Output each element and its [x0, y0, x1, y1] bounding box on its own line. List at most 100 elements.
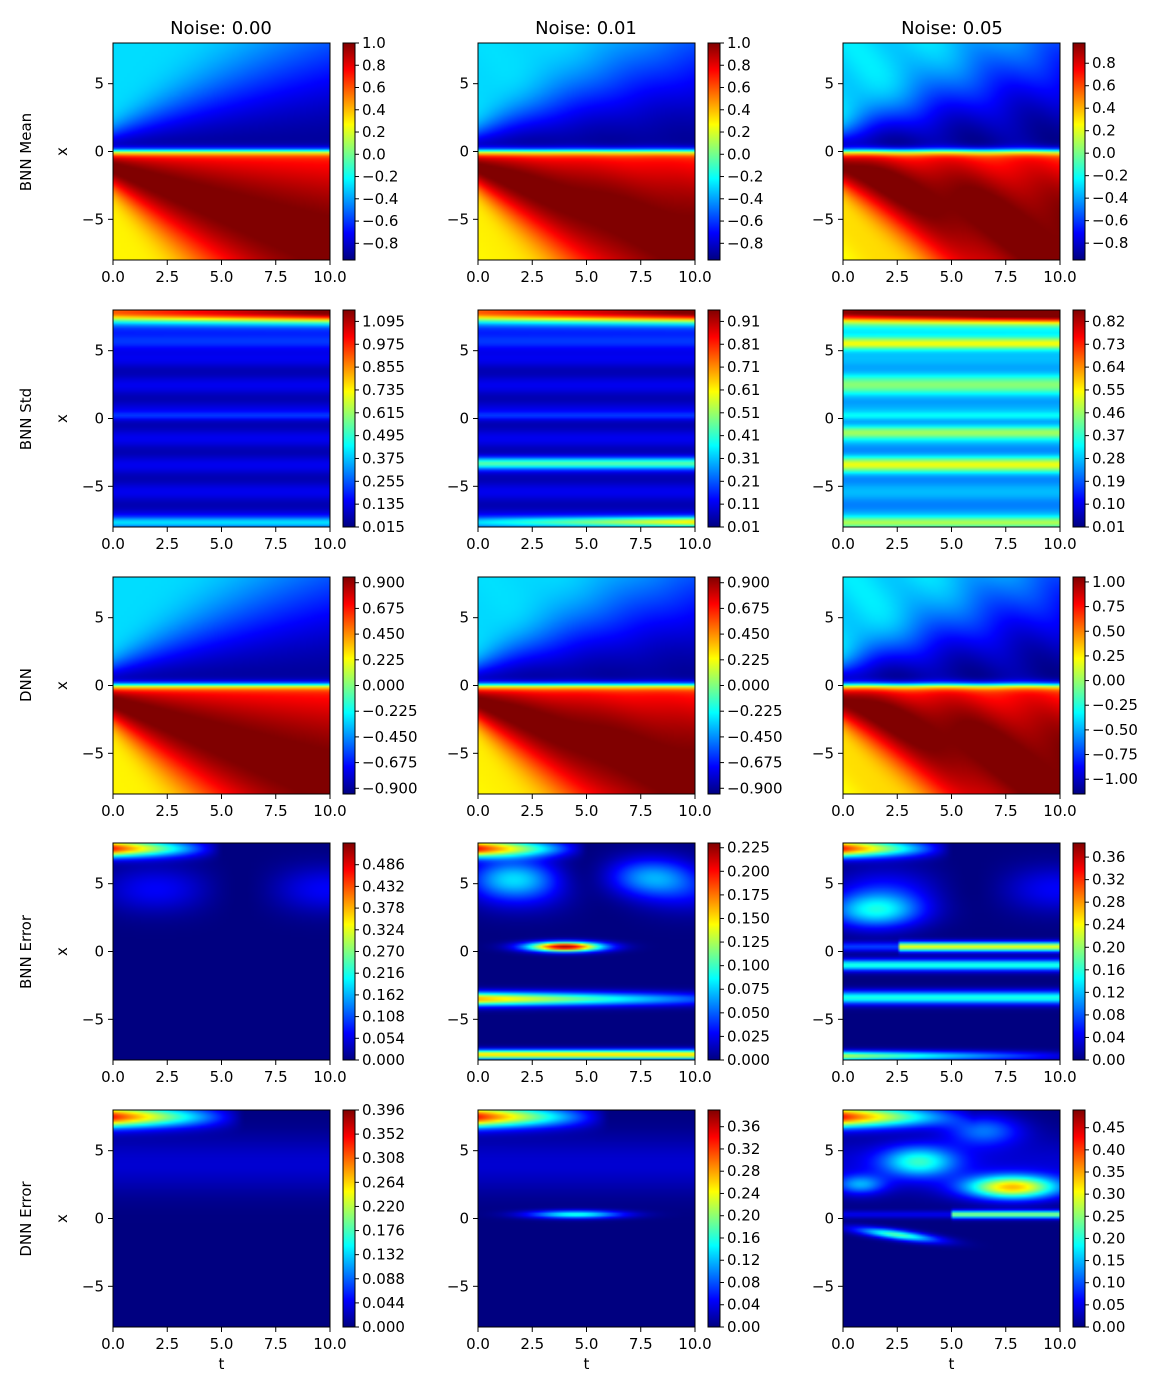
colorbar-tick-label: 0.225 — [727, 839, 770, 857]
colorbar-tick-label: −0.900 — [362, 779, 418, 797]
colorbar-tick-label: 0.0 — [727, 145, 751, 163]
colorbar-tick-label: 0.162 — [362, 986, 405, 1004]
colorbar-tick-label: 0.75 — [1092, 598, 1125, 616]
heatmap-image — [113, 43, 330, 260]
x-tick-label: 2.5 — [155, 802, 179, 820]
colorbar-tick-label: 0.08 — [727, 1273, 760, 1291]
colorbar-tick-label: 1.0 — [727, 34, 751, 52]
colorbar-tick-label: 0.19 — [1092, 472, 1125, 490]
colorbar-tick-label: 0.81 — [727, 335, 760, 353]
colorbar-tick-label: 0.8 — [727, 56, 751, 74]
colorbar-tick-label: 0.20 — [1092, 938, 1125, 956]
colorbar-tick-label: 0.16 — [727, 1229, 760, 1247]
y-tick-label: −5 — [82, 1277, 104, 1295]
colorbar — [342, 842, 356, 1061]
colorbar-tick-label: 0.32 — [1092, 871, 1125, 889]
colorbar-tick-label: −0.225 — [727, 702, 783, 720]
colorbar-tick-label: 0.486 — [362, 856, 405, 874]
panel-bnn-mean-noise-0.00: 0.0 2.5 5.0 7.5 10.0 5 0 −5 x 1.0 0.8 0.6 0.4 0.2 0.0 −… — [53, 34, 398, 286]
colorbar-tick-label: 0.6 — [1092, 77, 1116, 95]
colorbar-tick-label: −0.8 — [362, 234, 398, 252]
colorbar-tick-label: −0.2 — [727, 168, 763, 186]
colorbar-tick-label: 1.095 — [362, 312, 405, 330]
colorbar-tick-label: −0.6 — [362, 212, 398, 230]
colorbar-tick-label: 0.220 — [362, 1197, 405, 1215]
colorbar-tick-label: 0.36 — [727, 1118, 760, 1136]
colorbar-tick-label: 0.71 — [727, 358, 760, 376]
colorbar — [342, 42, 356, 261]
x-tick-label: 10.0 — [678, 802, 711, 820]
colorbar — [1072, 309, 1086, 528]
colorbar-tick-label: 0.675 — [362, 599, 405, 617]
heatmap-image — [478, 310, 695, 527]
colorbar-tick-label: 0.432 — [362, 877, 405, 895]
panel-bnn-error-noise-0.01: 0.0 2.5 5.0 7.5 10.0 5 0 −5 0.225 0.200 0.175 0.150… — [447, 839, 770, 1086]
heatmap-image — [478, 577, 695, 794]
colorbar-tick-label: 0.00 — [727, 1318, 760, 1336]
y-tick-label: 0 — [459, 943, 469, 961]
x-tick-label: 2.5 — [520, 802, 544, 820]
x-tick-label: 5.0 — [940, 535, 964, 553]
colorbar-tick-label: −0.4 — [362, 190, 398, 208]
colorbar-tick-label: 0.28 — [727, 1162, 760, 1180]
heatmap-image — [843, 577, 1060, 794]
y-tick-label: −5 — [82, 744, 104, 762]
x-tick-label: 10.0 — [313, 1068, 346, 1086]
x-tick-label: 7.5 — [994, 535, 1018, 553]
colorbar-tick-label: 0.450 — [727, 625, 770, 643]
colorbar-tick-label: 0.73 — [1092, 335, 1125, 353]
x-tick-label: 0.0 — [101, 1068, 125, 1086]
y-tick-label: 5 — [459, 875, 469, 893]
y-tick-label: −5 — [82, 210, 104, 228]
y-tick-label: 0 — [824, 143, 834, 161]
colorbar-tick-label: 0.4 — [727, 101, 751, 119]
x-tick-label: 0.0 — [831, 1335, 855, 1353]
colorbar-tick-label: −0.900 — [727, 779, 783, 797]
colorbar-tick-label: 0.255 — [362, 472, 405, 490]
x-tick-label: 0.0 — [831, 802, 855, 820]
colorbar-tick-label: 0.000 — [362, 1051, 405, 1069]
y-tick-label: −5 — [812, 1010, 834, 1028]
x-axis-label: t — [949, 1355, 955, 1373]
colorbar-tick-label: 0.4 — [1092, 99, 1116, 117]
panel-dnn-noise-0.05: 0.0 2.5 5.0 7.5 10.0 5 0 −5 1.00 0.75 0.50 0.25 0.00… — [812, 573, 1138, 820]
colorbar-tick-label: 0.000 — [727, 1051, 770, 1069]
colorbar-tick-label: 0.28 — [1092, 893, 1125, 911]
heatmap-image — [843, 843, 1060, 1060]
x-tick-label: 10.0 — [313, 535, 346, 553]
y-tick-label: 0 — [459, 1210, 469, 1228]
y-tick-label: 0 — [824, 1210, 834, 1228]
y-tick-label: −5 — [447, 1010, 469, 1028]
colorbar-tick-label: −0.6 — [1092, 212, 1128, 230]
colorbar-tick-label: 0.40 — [1092, 1141, 1125, 1159]
colorbar-tick-label: 0.975 — [362, 335, 405, 353]
x-tick-label: 7.5 — [994, 1335, 1018, 1353]
y-tick-label: −5 — [447, 744, 469, 762]
x-tick-label: 7.5 — [264, 535, 288, 553]
x-tick-label: 2.5 — [885, 268, 909, 286]
y-tick-label: 5 — [459, 609, 469, 627]
panel-dnn-noise-0.00: 0.0 2.5 5.0 7.5 10.0 5 0 −5 x 0.900 0.675 0.450 0.22… — [53, 574, 418, 820]
colorbar-tick-label: 0.51 — [727, 404, 760, 422]
colorbar-tick-label: 0.91 — [727, 312, 760, 330]
x-tick-label: 5.0 — [210, 535, 234, 553]
x-tick-label: 2.5 — [885, 1335, 909, 1353]
x-tick-label: 5.0 — [940, 802, 964, 820]
colorbar-tick-label: 0.01 — [727, 518, 760, 536]
colorbar-tick-label: 0.01 — [1092, 518, 1125, 536]
colorbar-tick-label: 0.495 — [362, 427, 405, 445]
x-tick-label: 2.5 — [520, 268, 544, 286]
x-tick-label: 7.5 — [264, 268, 288, 286]
colorbar-tick-label: 0.82 — [1092, 312, 1125, 330]
y-tick-label: −5 — [812, 477, 834, 495]
colorbar-tick-label: 0.04 — [1092, 1028, 1125, 1046]
colorbar-tick-label: 0.000 — [362, 1318, 405, 1336]
x-tick-label: 7.5 — [264, 1068, 288, 1086]
x-tick-label: 2.5 — [885, 1068, 909, 1086]
colorbar — [342, 576, 356, 795]
colorbar-tick-label: 0.135 — [362, 495, 405, 513]
colorbar-tick-label: −0.75 — [1092, 746, 1138, 764]
x-tick-label: 7.5 — [629, 535, 653, 553]
panel-bnn-std-noise-0.00: 0.0 2.5 5.0 7.5 10.0 5 0 −5 x 1.095 0.975 0.855 0.73… — [53, 309, 405, 553]
x-tick-label: 2.5 — [520, 1068, 544, 1086]
